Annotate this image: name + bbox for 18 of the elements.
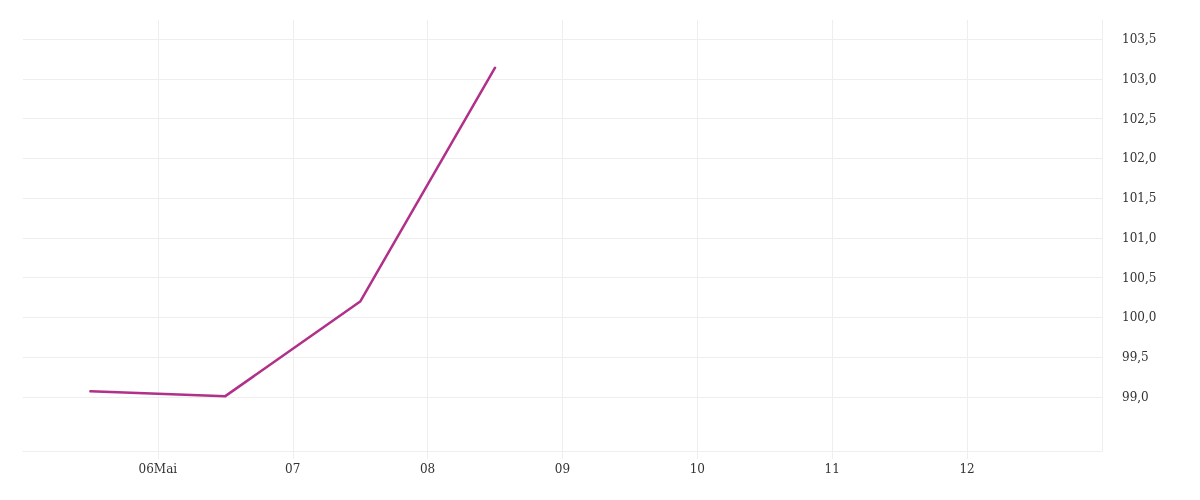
y-tick-label: 100,5 <box>1122 270 1157 285</box>
x-tick-label: 11 <box>824 462 840 476</box>
y-tick-label: 99,0 <box>1122 389 1149 404</box>
x-tick-label: 08 <box>419 462 436 476</box>
y-tick-label: 103,5 <box>1122 32 1157 47</box>
x-tick-label: 06Mai <box>138 462 178 476</box>
y-tick-label: 102,0 <box>1122 151 1157 166</box>
y-tick-label: 101,0 <box>1122 230 1157 245</box>
y-tick-label: 101,5 <box>1122 191 1157 206</box>
x-tick-label: 07 <box>285 462 301 476</box>
x-tick-label: 12 <box>959 462 975 476</box>
x-tick-label: 10 <box>689 462 706 476</box>
y-tick-label: 100,0 <box>1122 310 1157 325</box>
y-tick-label: 99,5 <box>1122 350 1149 365</box>
y-tick-label: 103,0 <box>1122 71 1157 86</box>
x-tick-label: 09 <box>554 462 571 476</box>
line-series <box>89 66 497 398</box>
y-tick-label: 102,5 <box>1122 111 1157 126</box>
